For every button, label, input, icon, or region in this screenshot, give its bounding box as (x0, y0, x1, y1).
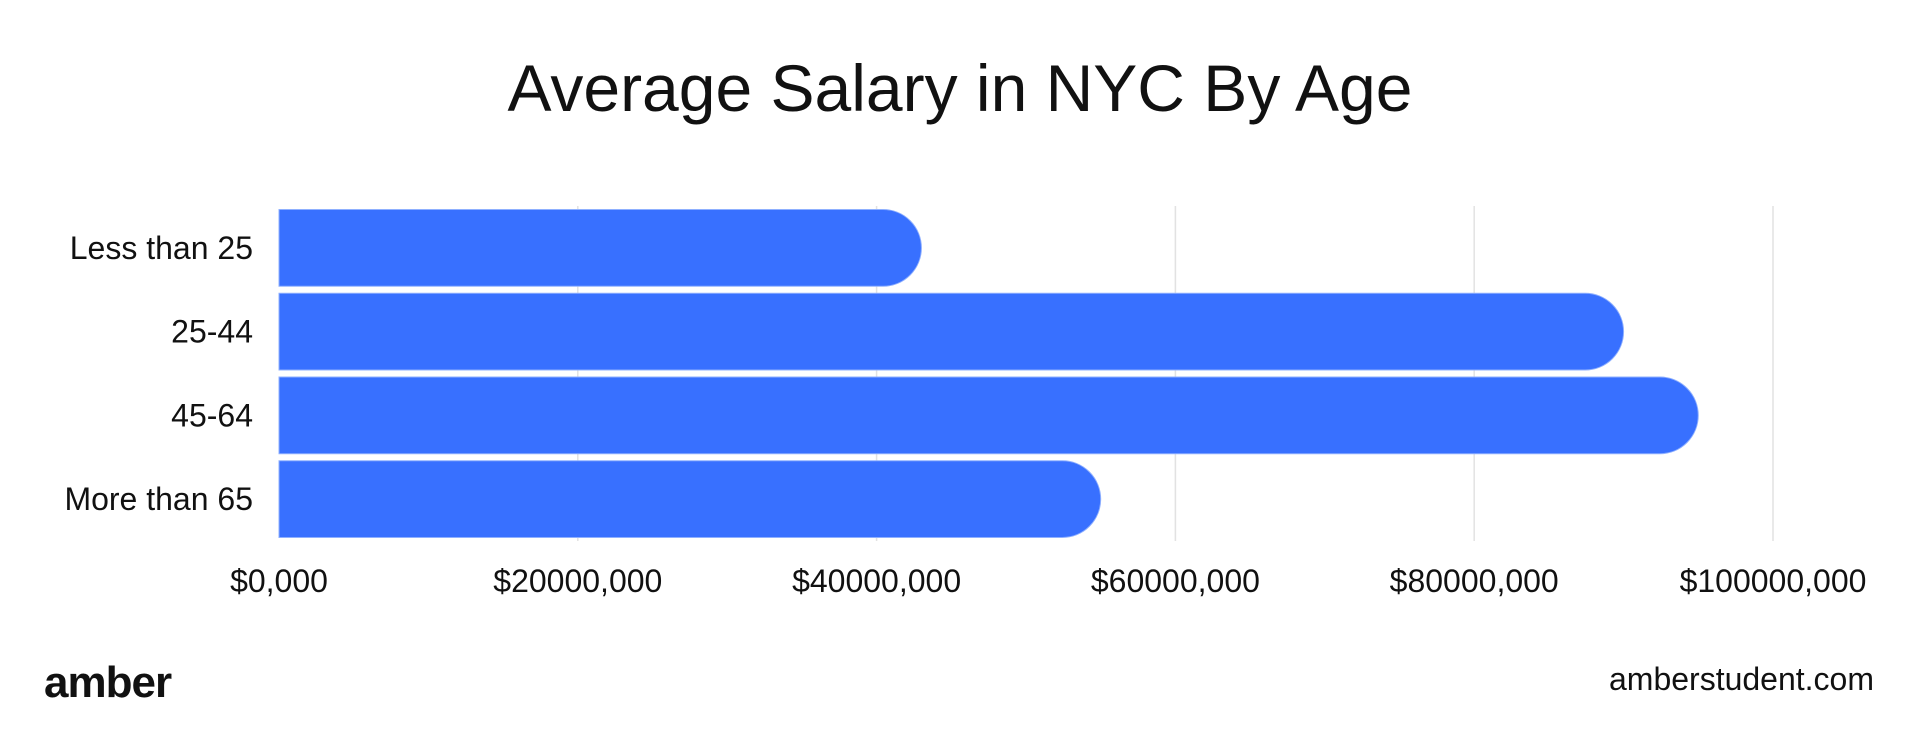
bar (278, 460, 1102, 538)
category-label: 45-64 (171, 397, 253, 433)
website-link[interactable]: amberstudent.com (1608, 661, 1874, 697)
x-tick-label: $80000,000 (1390, 563, 1559, 599)
bar (278, 292, 1625, 371)
bar (278, 376, 1699, 455)
category-label: Less than 25 (70, 230, 253, 266)
x-tick-label: $20000,000 (493, 563, 662, 599)
x-tick-label: $0,000 (230, 563, 328, 599)
category-label: More than 65 (64, 481, 253, 517)
amber-logo: amber (44, 658, 172, 707)
x-tick-label: $100000,000 (1680, 563, 1867, 599)
bar (278, 209, 922, 287)
x-tick-label: $60000,000 (1091, 563, 1260, 599)
x-tick-label: $40000,000 (792, 563, 961, 599)
category-label: 25-44 (171, 314, 253, 350)
chart-title: Average Salary in NYC By Age (507, 51, 1413, 125)
